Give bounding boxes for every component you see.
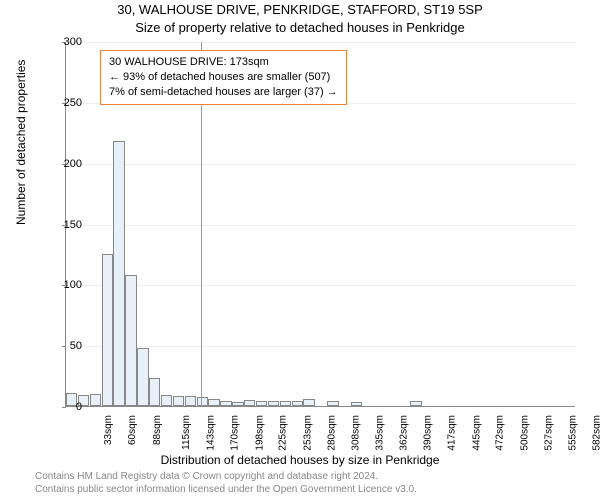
xtick-label: 335sqm — [375, 415, 386, 451]
xtick-label: 582sqm — [592, 415, 600, 451]
histogram-bar — [113, 141, 124, 406]
xtick-label: 362sqm — [398, 415, 409, 451]
xtick-label: 472sqm — [495, 415, 506, 451]
histogram-bar — [256, 401, 267, 406]
chart-address-title: 30, WALHOUSE DRIVE, PENKRIDGE, STAFFORD,… — [0, 2, 600, 17]
gridline — [66, 285, 576, 286]
xtick-label: 445sqm — [471, 415, 482, 451]
histogram-bar — [90, 394, 101, 406]
histogram-bar — [149, 378, 160, 406]
histogram-bar — [137, 348, 148, 406]
annotation-line3: 7% of semi-detached houses are larger (3… — [109, 85, 338, 100]
xtick-label: 280sqm — [326, 415, 337, 451]
chart-subtitle: Size of property relative to detached ho… — [0, 20, 600, 35]
ytick-label: 50 — [32, 340, 82, 352]
xtick-label: 308sqm — [351, 415, 362, 451]
histogram-bar — [292, 401, 303, 406]
xtick-label: 170sqm — [229, 415, 240, 451]
histogram-bar — [208, 399, 219, 406]
xtick-label: 88sqm — [152, 415, 163, 445]
ytick-label: 150 — [32, 219, 82, 231]
histogram-bar — [351, 402, 362, 406]
histogram-bar — [327, 401, 338, 406]
histogram-bar — [303, 399, 314, 406]
xtick-label: 253sqm — [302, 415, 313, 451]
histogram-bar — [244, 400, 255, 406]
histogram-bar — [268, 401, 279, 406]
attribution: Contains HM Land Registry data © Crown c… — [35, 471, 590, 496]
gridline — [66, 164, 576, 165]
attribution-line2: Contains public sector information licen… — [35, 484, 590, 497]
y-axis-label: Number of detached properties — [14, 60, 28, 225]
xtick-label: 33sqm — [103, 415, 114, 445]
xtick-label: 60sqm — [127, 415, 138, 445]
annotation-box: 30 WALHOUSE DRIVE: 173sqm ← 93% of detac… — [100, 50, 347, 105]
xtick-label: 527sqm — [543, 415, 554, 451]
histogram-bar — [185, 396, 196, 406]
histogram-bar — [410, 401, 421, 406]
histogram-bar — [161, 395, 172, 406]
ytick-label: 200 — [32, 158, 82, 170]
histogram-chart: 30, WALHOUSE DRIVE, PENKRIDGE, STAFFORD,… — [0, 0, 600, 500]
histogram-bar — [197, 397, 208, 406]
annotation-line2: ← 93% of detached houses are smaller (50… — [109, 70, 338, 85]
ytick-label: 300 — [32, 36, 82, 48]
histogram-bar — [102, 254, 113, 406]
ytick-label: 0 — [32, 401, 82, 413]
gridline — [66, 225, 576, 226]
xtick-label: 115sqm — [180, 415, 191, 450]
histogram-bar — [232, 402, 243, 406]
ytick-label: 100 — [32, 279, 82, 291]
xtick-label: 225sqm — [278, 415, 289, 451]
xtick-label: 198sqm — [254, 415, 265, 451]
x-axis-label: Distribution of detached houses by size … — [0, 453, 600, 467]
xtick-label: 500sqm — [520, 415, 531, 451]
histogram-bar — [280, 401, 291, 406]
annotation-line1: 30 WALHOUSE DRIVE: 173sqm — [109, 55, 338, 70]
histogram-bar — [220, 401, 231, 406]
ytick-label: 250 — [32, 97, 82, 109]
histogram-bar — [125, 275, 136, 406]
xtick-label: 417sqm — [447, 415, 458, 451]
gridline — [66, 42, 576, 43]
attribution-line1: Contains HM Land Registry data © Crown c… — [35, 471, 590, 484]
histogram-bar — [173, 396, 184, 406]
xtick-label: 555sqm — [568, 415, 579, 451]
xtick-label: 390sqm — [423, 415, 434, 451]
xtick-label: 143sqm — [206, 415, 217, 451]
